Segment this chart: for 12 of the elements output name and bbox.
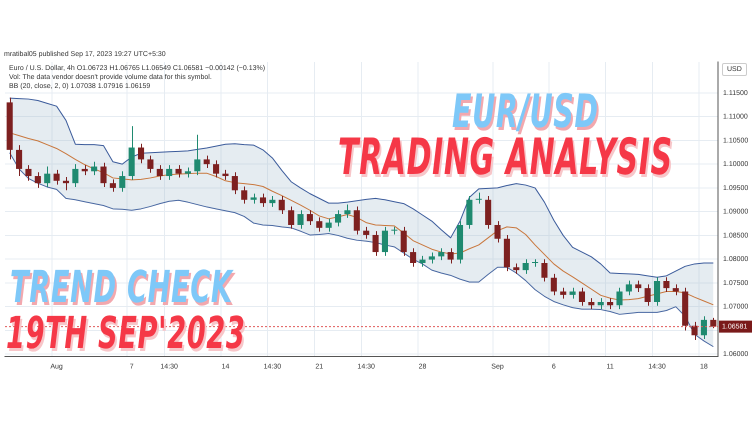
candlestick xyxy=(44,166,50,188)
candlestick xyxy=(119,170,126,192)
candlestick xyxy=(476,192,482,204)
candlestick xyxy=(438,248,444,261)
candlestick xyxy=(278,195,285,215)
candlestick xyxy=(598,298,604,310)
candlestick xyxy=(82,164,88,176)
candlestick xyxy=(400,226,407,256)
candlestick xyxy=(241,186,248,204)
candlestick xyxy=(560,287,566,300)
candlestick xyxy=(672,284,679,296)
candlestick xyxy=(316,216,322,232)
